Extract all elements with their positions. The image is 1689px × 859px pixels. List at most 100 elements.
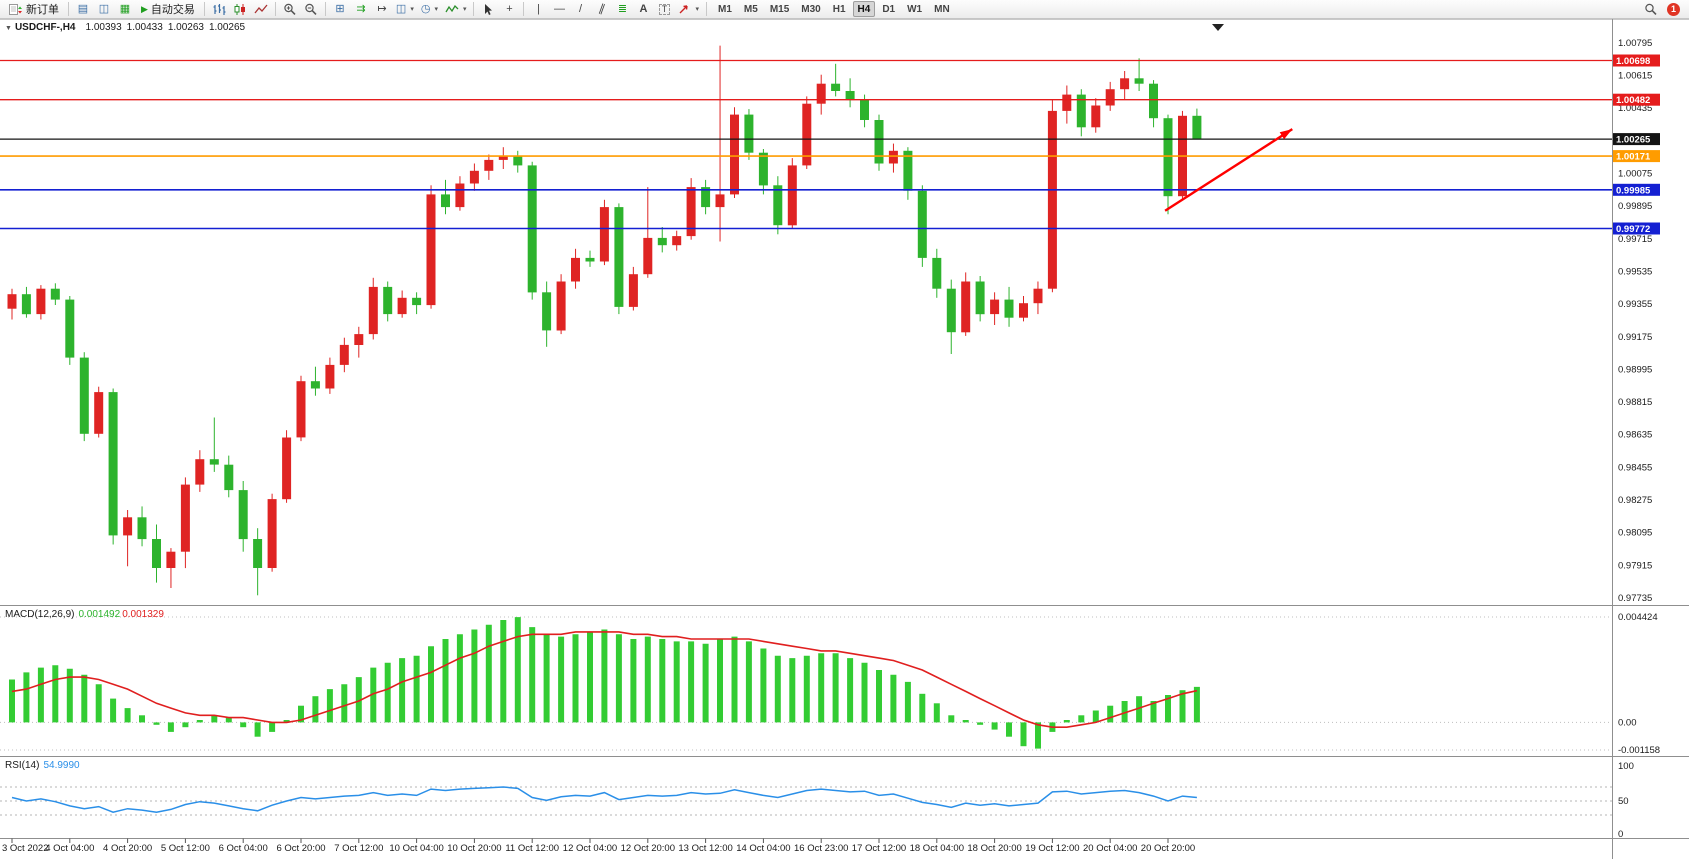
- timeframe-button-m15[interactable]: M15: [769, 3, 790, 15]
- time-axis-label: 12 Oct 04:00: [563, 843, 617, 854]
- low-value: 1.00263: [167, 22, 204, 33]
- auto-scroll-button[interactable]: ⇉: [351, 1, 371, 18]
- toolbar-separator: [274, 2, 276, 16]
- time-axis-label: 12 Oct 20:00: [621, 843, 675, 854]
- new-order-button[interactable]: 新订单: [3, 1, 64, 18]
- high-value: 1.00433: [126, 22, 163, 33]
- timeframe-button-mn[interactable]: MN: [934, 3, 950, 15]
- text-button[interactable]: A: [633, 1, 653, 18]
- zoom-out-icon: [305, 3, 317, 15]
- timeframe-button-m5[interactable]: M5: [743, 3, 758, 15]
- timeframe-button-h4[interactable]: H4: [852, 1, 876, 17]
- trendline-icon: /: [578, 2, 583, 15]
- timeframe-button-m30[interactable]: M30: [801, 3, 821, 15]
- timeframe-group: M1 M5 M15 M30 H1 H4 D1 W1 MN: [713, 1, 955, 17]
- zoom-in-icon: [284, 3, 296, 15]
- timeframe-button-d1[interactable]: D1: [882, 3, 896, 15]
- search-button[interactable]: [1641, 1, 1661, 18]
- price-tag-label: 1.00698: [1616, 56, 1650, 67]
- trend-arrow[interactable]: [1164, 128, 1293, 212]
- price-axis-tick: 0.98275: [1618, 495, 1652, 506]
- time-axis-label: 3 Oct 2022: [2, 843, 48, 854]
- price-tag-label: 1.00171: [1616, 152, 1651, 163]
- toolbar-separator: [203, 2, 205, 16]
- time-axis-label: 19 Oct 12:00: [1025, 843, 1079, 854]
- timeframe-button-h1[interactable]: H1: [832, 3, 846, 15]
- new-chart-dropdown[interactable]: ◫ ▾: [393, 1, 417, 18]
- price-axis-tick: 0.99175: [1618, 332, 1652, 343]
- text-label-button[interactable]: T: [654, 1, 674, 18]
- toolbar-separator: [324, 2, 326, 16]
- timeframe-button-m1[interactable]: M1: [718, 3, 732, 15]
- line-chart-button[interactable]: [251, 1, 271, 18]
- cursor-button[interactable]: [478, 1, 498, 18]
- chart-canvas[interactable]: 1.007951.006151.004351.002551.000750.998…: [0, 19, 1689, 859]
- price-tag: [1613, 133, 1660, 146]
- search-icon: [1645, 3, 1657, 15]
- trendline-button[interactable]: /: [570, 1, 590, 18]
- candlestick-series: [7, 45, 1202, 596]
- rsi-axis-tick: 100: [1618, 761, 1634, 772]
- terminal-button[interactable]: ▦: [115, 1, 135, 18]
- indicators-dropdown[interactable]: ▾: [442, 1, 470, 18]
- open-value: 1.00393: [85, 22, 122, 33]
- chart-shift-button[interactable]: ↦: [372, 1, 392, 18]
- rsi-label: RSI(14) 54.9990: [5, 760, 80, 771]
- price-axis-tick: 0.97915: [1618, 560, 1652, 571]
- rsi-axis-tick: 50: [1618, 796, 1629, 807]
- clock-icon: ◷: [420, 2, 431, 15]
- channel-button[interactable]: ∥: [591, 1, 611, 18]
- profiles-dropdown[interactable]: ◷ ▾: [418, 1, 441, 18]
- new-order-label: 新订单: [26, 4, 59, 16]
- toolbar-separator: [523, 2, 525, 16]
- rsi-panel: 100 50 0: [0, 761, 1634, 840]
- zoom-out-button[interactable]: [301, 1, 321, 18]
- price-axis-tick: 0.99355: [1618, 299, 1652, 310]
- price-level-lines[interactable]: [0, 59, 1612, 230]
- time-axis-label: 10 Oct 04:00: [389, 843, 443, 854]
- chevron-down-icon: ▾: [462, 6, 467, 13]
- crosshair-button[interactable]: +: [499, 1, 519, 18]
- macd-signal-value: 0.001329: [122, 609, 164, 620]
- bar-chart-button[interactable]: [209, 1, 229, 18]
- cursor-icon: [485, 3, 493, 15]
- price-axis[interactable]: 1.007951.006151.004351.002551.000750.998…: [1613, 38, 1660, 604]
- chart-area: 1.007951.006151.004351.002551.000750.998…: [0, 19, 1689, 859]
- price-axis-tick: 0.99535: [1618, 267, 1652, 278]
- auto-trading-label: 自动交易: [150, 4, 195, 16]
- price-tag: [1613, 222, 1660, 235]
- tile-windows-button[interactable]: ⊞: [330, 1, 350, 18]
- zoom-in-button[interactable]: [280, 1, 300, 18]
- fibonacci-button[interactable]: ≣: [612, 1, 632, 18]
- arrows-dropdown[interactable]: ▾: [675, 1, 702, 18]
- auto-trading-button[interactable]: ▶ 自动交易: [136, 1, 200, 18]
- macd-main-value: 0.001492: [78, 609, 121, 620]
- price-axis-tick: 1.00795: [1618, 38, 1652, 49]
- timeframe-button-w1[interactable]: W1: [907, 3, 923, 15]
- price-axis-tick: 0.97735: [1618, 593, 1652, 604]
- time-axis-label: 16 Oct 23:00: [794, 843, 848, 854]
- time-axis-label: 13 Oct 12:00: [678, 843, 732, 854]
- vertical-line-button[interactable]: |: [528, 1, 548, 18]
- tile-windows-icon: ⊞: [335, 2, 345, 15]
- price-axis-tick: 0.98815: [1618, 397, 1652, 408]
- ohlc-expander-icon[interactable]: ▼: [5, 25, 12, 32]
- market-watch-button[interactable]: ▤: [73, 1, 93, 18]
- candlestick-button[interactable]: [230, 1, 250, 18]
- price-axis-tick: 0.98995: [1618, 364, 1652, 375]
- notification-badge[interactable]: 1: [1667, 2, 1680, 16]
- data-window-button[interactable]: ◫: [94, 1, 114, 18]
- chart-shift-marker[interactable]: [1212, 24, 1224, 31]
- macd-label: MACD(12,26,9) 0.001492 0.001329: [5, 609, 164, 620]
- rsi-name: RSI(14): [5, 760, 40, 771]
- new-chart-icon: ◫: [395, 2, 407, 15]
- price-axis-tick: 0.98635: [1618, 430, 1652, 441]
- price-tag-label: 1.00482: [1616, 95, 1650, 106]
- macd-axis-tick: 0.004424: [1618, 612, 1658, 623]
- toolbar: 新订单 ▤ ◫ ▦ ▶ 自动交易 ⊞ ⇉ ↦ ◫ ▾ ◷ ▾ ▾ + | — / ∥…: [0, 0, 1689, 19]
- price-axis-tick: 0.98095: [1618, 528, 1652, 539]
- price-axis-tick: 1.00075: [1618, 169, 1652, 180]
- horizontal-line-button[interactable]: —: [549, 1, 569, 18]
